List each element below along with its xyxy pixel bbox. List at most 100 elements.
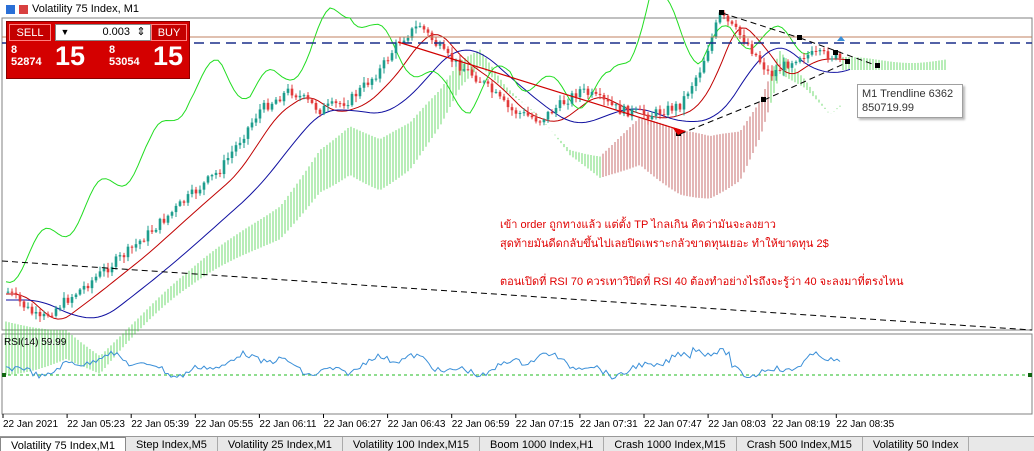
candle-body [562, 100, 566, 105]
window-title-bar: Volatility 75 Index, M1 [0, 0, 139, 18]
candle-body [814, 50, 818, 52]
candle-body [474, 75, 478, 82]
candle-body [594, 91, 598, 94]
stepper-icon[interactable]: ⇕ [136, 26, 146, 38]
candle-body [658, 109, 662, 115]
time-axis-label: 22 Jan 05:39 [131, 419, 190, 430]
anchor-point[interactable] [719, 10, 724, 15]
candle-body [62, 297, 66, 308]
lot-size-field[interactable]: ▼ 0.003 ⇕ [55, 24, 151, 41]
window-title: Volatility 75 Index, M1 [32, 3, 140, 15]
candle-body [246, 127, 250, 139]
long-trendline[interactable] [1, 260, 1033, 331]
tab-chart[interactable]: Boom 1000 Index,H1 [480, 437, 605, 451]
candle-body [94, 276, 98, 281]
candle-body [410, 28, 414, 38]
trade-line[interactable] [397, 41, 681, 131]
candle-body [638, 108, 642, 110]
triangle-upper-line-2[interactable] [799, 37, 879, 67]
candle-body [162, 218, 166, 223]
candle-body [42, 313, 46, 317]
annotation-text[interactable]: ตอนเปิดที่ RSI 70 ควรเทาวิปิดที่ RSI 40 … [500, 276, 904, 288]
candle-body [666, 105, 670, 116]
candle-body [310, 99, 314, 103]
candle-body [742, 35, 746, 43]
symbol-icon [19, 4, 28, 14]
tab-chart[interactable]: Crash 500 Index,M15 [737, 437, 863, 451]
time-axis-label: 22 Jan 06:27 [323, 419, 382, 430]
tab-chart[interactable]: Volatility 100 Index,M15 [343, 437, 481, 451]
anchor-point[interactable] [833, 50, 838, 55]
time-axis-label: 22 Jan 2021 [3, 419, 59, 430]
candle-body [714, 22, 718, 37]
candle-body [318, 109, 322, 115]
chevron-down-icon[interactable]: ▼ [60, 27, 70, 37]
candle-body [406, 37, 410, 41]
candle-body [78, 289, 82, 295]
candle-body [806, 54, 810, 59]
candle-body [366, 82, 370, 85]
trade-arrow-icon [672, 127, 686, 135]
candle-body [526, 112, 530, 116]
sell-price-prefix: 8 [11, 44, 18, 56]
candle-body [370, 78, 374, 85]
candle-body [98, 271, 102, 277]
candle-body [354, 93, 358, 97]
anchor-point[interactable] [845, 59, 850, 64]
candle-body [518, 112, 522, 114]
candle-body [114, 256, 118, 267]
candle-body [14, 292, 18, 295]
candle-body [826, 51, 830, 60]
candle-body [466, 69, 470, 71]
buy-button[interactable]: BUY [151, 24, 187, 41]
candle-body [250, 122, 254, 128]
candle-body [6, 291, 10, 293]
candle-body [194, 189, 198, 194]
candle-body [10, 291, 14, 293]
anchor-point[interactable] [875, 63, 880, 68]
triangle-upper-line[interactable] [721, 12, 801, 39]
sell-price-digits: 52874 [11, 56, 42, 68]
candle-body [38, 311, 42, 317]
candle-body [154, 229, 158, 232]
tab-chart[interactable]: Step Index,M5 [126, 437, 218, 451]
trendline-price: 850719.99 [862, 102, 914, 114]
tab-chart[interactable]: Volatility 25 Index,M1 [218, 437, 343, 451]
sell-button[interactable]: SELL [9, 24, 51, 41]
chikou-line [5, 0, 811, 284]
candle-body [182, 201, 186, 203]
candle-body [618, 104, 622, 114]
sell-price-big: 15 [55, 41, 86, 71]
candle-body [222, 160, 226, 175]
candle-body [262, 102, 266, 110]
anchor-point[interactable] [797, 35, 802, 40]
anchor-point[interactable] [761, 97, 766, 102]
candle-body [726, 15, 730, 22]
candle-body [18, 294, 22, 302]
candle-body [798, 57, 802, 62]
candle-body [730, 21, 734, 24]
candle-body [342, 103, 346, 106]
tab-chart[interactable]: Crash 1000 Index,M15 [604, 437, 737, 451]
trendline-name: M1 Trendline 6362 [862, 88, 954, 100]
annotation-text[interactable]: เข้า order ถูกทางแล้ว แต่ตั้ง TP ไกลเกิน… [500, 219, 776, 231]
tab-chart[interactable]: Volatility 50 Index [863, 437, 970, 451]
candle-body [322, 105, 326, 115]
annotation-text[interactable]: สุดท้ายมันดีดกลับขึ้นไปเลยปิดเพราะกลัวขา… [500, 238, 829, 250]
candle-body [202, 182, 206, 190]
triangle-lower-line-2[interactable] [763, 61, 849, 101]
candle-body [702, 60, 706, 73]
candle-body [602, 95, 606, 100]
candle-body [522, 112, 526, 114]
candle-body [430, 32, 434, 41]
candle-body [210, 175, 214, 177]
candle-body [570, 93, 574, 104]
triangle-lower-line[interactable] [679, 99, 765, 135]
tab-chart[interactable]: Volatility 75 Index,M1 [0, 437, 126, 451]
candle-body [534, 117, 538, 122]
candle-body [382, 60, 386, 69]
lot-size-value[interactable]: 0.003 [102, 26, 130, 38]
candle-body [626, 105, 630, 117]
time-axis-label: 22 Jan 06:59 [451, 419, 510, 430]
